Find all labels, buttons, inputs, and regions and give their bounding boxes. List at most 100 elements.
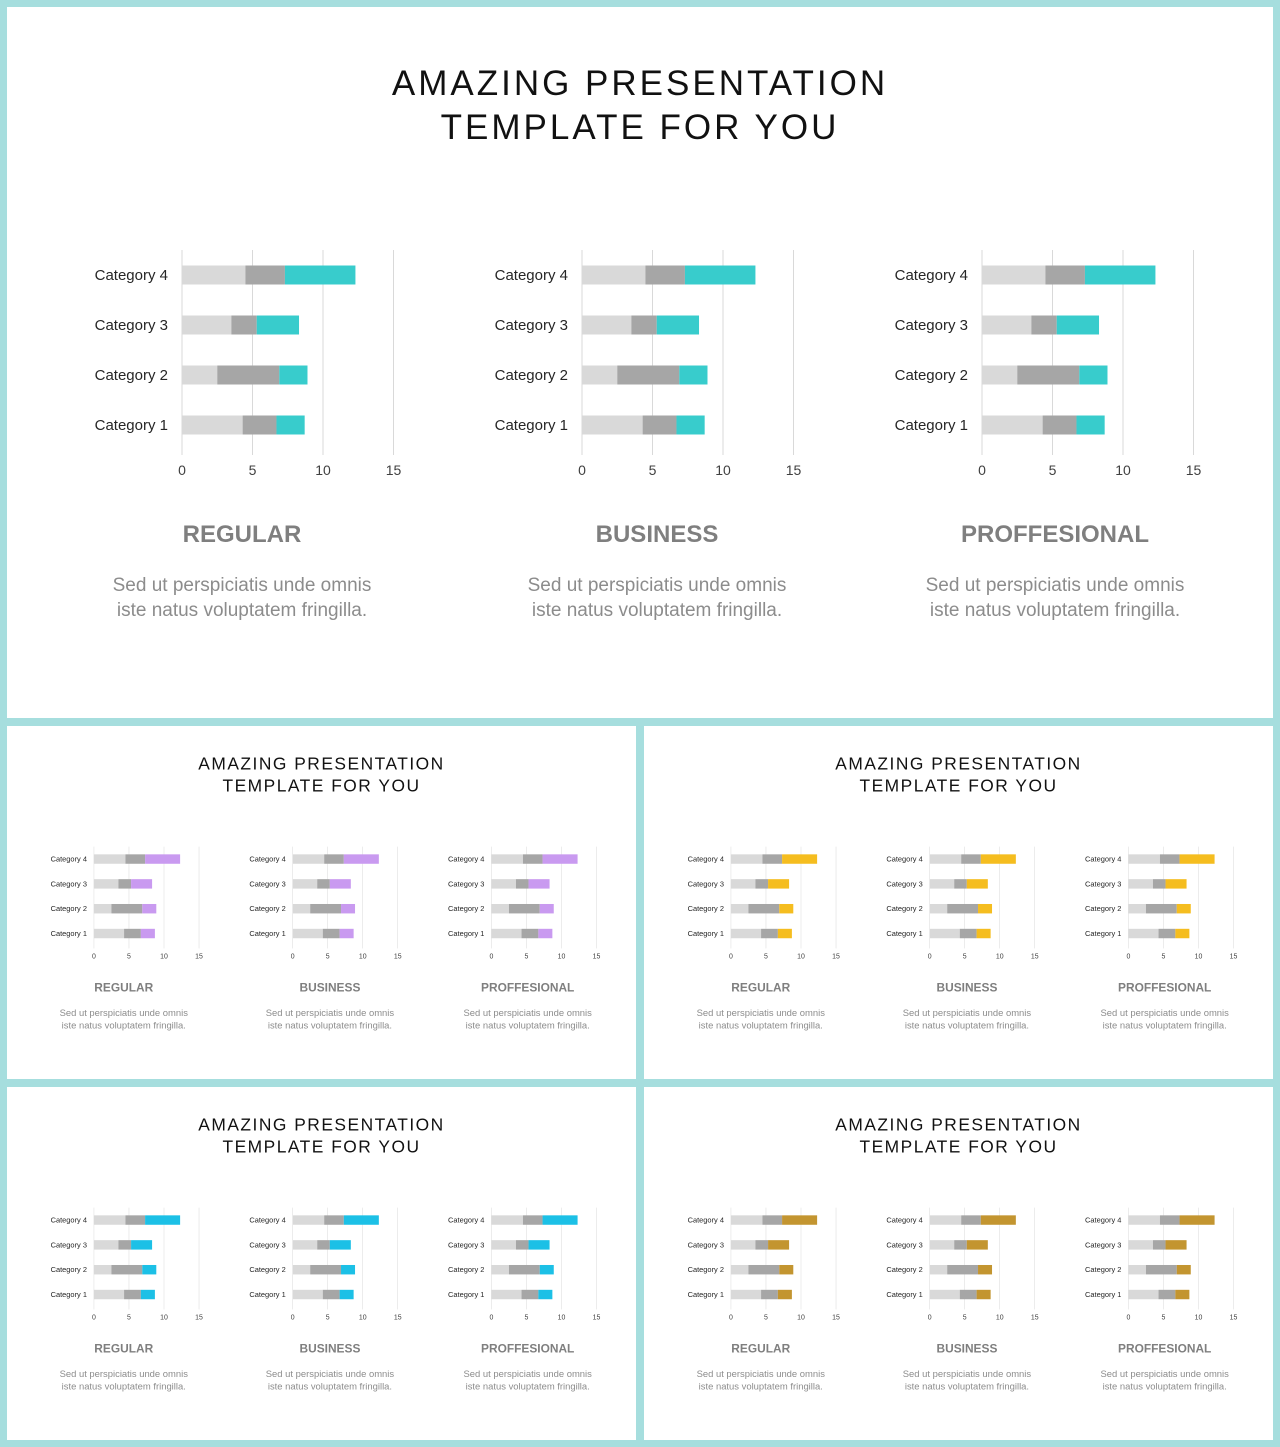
bar-segment (341, 1264, 356, 1275)
bar-segment (684, 265, 756, 285)
bar-segment (582, 415, 643, 435)
category-label: Category 2 (886, 1265, 922, 1274)
bar-segment (522, 854, 543, 864)
bar-segment (182, 315, 232, 335)
bar-segment (528, 1240, 550, 1250)
bar-segment (631, 315, 657, 335)
slide-canvas: AMAZING PRESENTATION TEMPLATE FOR YOU 0 5 10… (95, 64, 1202, 621)
x-tick-label: 10 (797, 1314, 805, 1321)
bar-segment (329, 879, 351, 889)
bar-segment (339, 1289, 354, 1300)
bar-segment (491, 1264, 509, 1275)
bar-segment (762, 1215, 783, 1225)
slide-title-line1: AMAZING PRESENTATION (198, 1115, 444, 1135)
category-label: Category 2 (249, 1265, 285, 1274)
bar-segment (954, 1240, 967, 1250)
bar-segment (779, 903, 794, 914)
bar-segment (730, 1215, 763, 1225)
bar-segment (310, 1264, 342, 1275)
bar-segment (491, 928, 522, 939)
x-tick-label: 0 (578, 462, 586, 478)
category-label: Category 1 (1085, 929, 1121, 938)
column-heading: PROFFESIONAL (481, 981, 574, 995)
x-tick-label: 10 (359, 953, 367, 960)
bar-segment (1128, 1215, 1160, 1225)
bar-segment (582, 315, 632, 335)
x-tick-label: 5 (764, 953, 768, 960)
bar-segment (182, 265, 246, 285)
bar-segment (217, 365, 280, 385)
x-tick-label: 0 (729, 1314, 733, 1321)
bar-chart-regular: 0 5 10 15 Category 1 Category 2 Category 3 Cate… (51, 1207, 203, 1321)
column-description-line1: Sed ut perspiciatis unde omnis (903, 1368, 1032, 1379)
bar-segment (256, 315, 300, 335)
column-description-line2: iste natus voluptatem fringilla. (532, 600, 782, 621)
x-tick-label: 10 (996, 953, 1004, 960)
slide-title-line1: AMAZING PRESENTATION (392, 64, 888, 103)
bar-segment (1179, 854, 1215, 864)
category-label: Category 3 (51, 1240, 87, 1249)
bar-segment (539, 1264, 554, 1275)
column-description-line2: iste natus voluptatem fringilla. (62, 1380, 186, 1391)
bar-segment (1179, 1215, 1215, 1225)
category-label: Category 2 (895, 367, 968, 384)
slide-title-line2: TEMPLATE FOR YOU (222, 776, 420, 796)
x-tick-label: 15 (195, 1314, 203, 1321)
bar-segment (1128, 903, 1146, 914)
bar-segment (929, 1240, 955, 1250)
bar-segment (515, 1240, 529, 1250)
x-tick-label: 0 (291, 1314, 295, 1321)
column-heading: BUSINESS (936, 1342, 997, 1356)
category-label: Category 3 (495, 317, 568, 334)
column-heading: BUSINESS (936, 981, 997, 995)
bar-segment (1159, 1215, 1180, 1225)
x-tick-label: 5 (326, 1314, 330, 1321)
category-label: Category 1 (495, 417, 568, 434)
bar-segment (93, 1264, 112, 1275)
x-tick-label: 0 (1126, 953, 1130, 960)
bar-segment (343, 854, 379, 864)
bar-chart-regular: 0 5 10 15 Category 1 Category 2 Category 3 Cate… (688, 846, 840, 960)
column-heading: REGULAR (94, 1342, 153, 1356)
column-description-line2: iste natus voluptatem fringilla. (466, 1019, 590, 1030)
slide-thumb-yellow: AMAZING PRESENTATION TEMPLATE FOR YOU 0 5 10… (644, 726, 1273, 1079)
column-description-line1: Sed ut perspiciatis unde omnis (1101, 1368, 1230, 1379)
bar-segment (324, 854, 344, 864)
column-description-line1: Sed ut perspiciatis unde omnis (528, 575, 787, 596)
category-label: Category 2 (448, 904, 484, 913)
bar-segment (730, 1240, 756, 1250)
column-description-line2: iste natus voluptatem fringilla. (905, 1380, 1029, 1391)
slide-title-line2: TEMPLATE FOR YOU (859, 1137, 1057, 1157)
bar-segment (329, 1240, 351, 1250)
bar-chart-proffesional: 0 5 10 15 Category 1 Category 2 Category 3 Cate… (448, 846, 601, 960)
bar-segment (124, 928, 141, 939)
bar-chart-regular: 0 5 10 15 Category 1 Category 2 Category 3 Cate… (51, 846, 203, 960)
category-label: Category 1 (249, 929, 285, 938)
slide-title-line2: TEMPLATE FOR YOU (222, 1137, 420, 1157)
bar-segment (508, 1264, 540, 1275)
x-tick-label: 5 (649, 462, 657, 478)
category-label: Category 1 (448, 929, 484, 938)
x-tick-label: 0 (92, 1314, 96, 1321)
category-label: Category 4 (1085, 1216, 1121, 1225)
category-label: Category 1 (886, 1290, 922, 1299)
bar-segment (929, 1215, 962, 1225)
bar-segment (929, 928, 960, 939)
bar-segment (145, 1215, 181, 1225)
bar-segment (491, 854, 523, 864)
bar-segment (929, 854, 962, 864)
x-tick-label: 10 (315, 462, 331, 478)
column-description-line2: iste natus voluptatem fringilla. (268, 1380, 392, 1391)
category-label: Category 3 (448, 879, 484, 888)
bar-segment (1152, 1240, 1166, 1250)
bar-segment (491, 1215, 523, 1225)
bar-segment (1128, 928, 1159, 939)
category-label: Category 3 (1085, 1240, 1121, 1249)
bar-segment (491, 903, 509, 914)
bar-segment (538, 1289, 553, 1300)
bar-segment (777, 928, 792, 939)
bar-chart-business: 0 5 10 15 Category 1 Category 2 Category 3 Cate… (886, 1207, 1039, 1321)
column-description-line2: iste natus voluptatem fringilla. (930, 600, 1180, 621)
category-label: Category 4 (51, 1216, 87, 1225)
x-tick-label: 5 (525, 1314, 529, 1321)
